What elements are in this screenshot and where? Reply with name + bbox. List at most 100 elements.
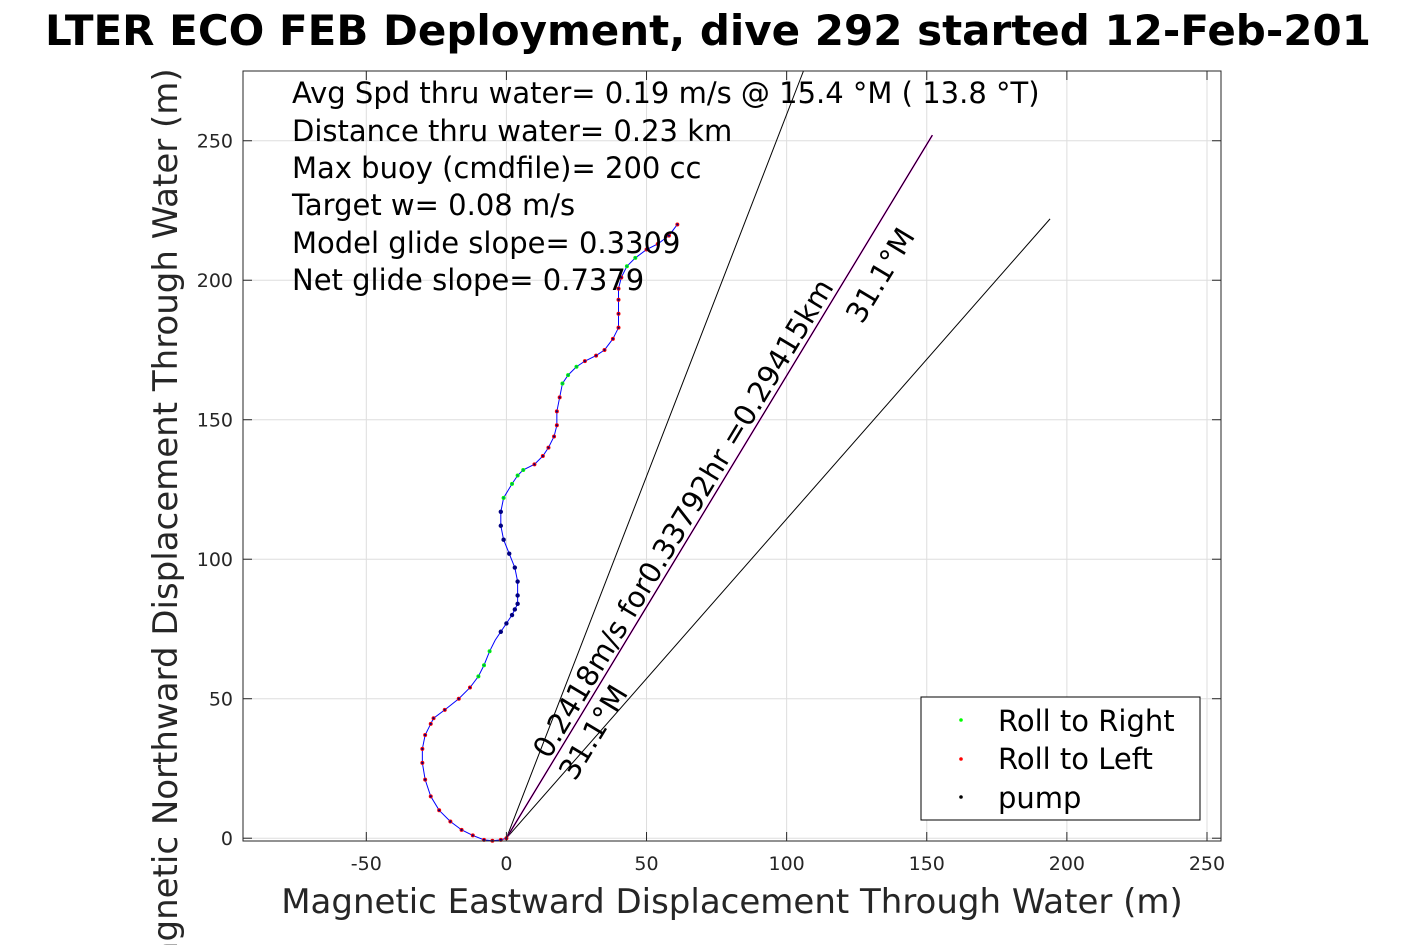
pump-marker xyxy=(516,474,519,477)
pump-marker xyxy=(460,828,463,831)
x-tick-label: -50 xyxy=(351,853,382,875)
pump-marker xyxy=(552,435,556,438)
pump-marker xyxy=(541,454,544,458)
pump-marker xyxy=(512,565,518,570)
legend-marker-pump xyxy=(959,795,963,799)
pump-marker xyxy=(424,733,427,737)
pump-marker xyxy=(667,234,671,237)
x-axis-label: Magnetic Eastward Displacement Through W… xyxy=(281,882,1183,922)
pump-marker xyxy=(558,396,561,399)
pump-marker xyxy=(511,482,514,485)
pump-marker xyxy=(620,276,623,279)
bound-line-lower xyxy=(506,218,1051,839)
pump-marker xyxy=(567,374,570,377)
pump-marker xyxy=(594,354,598,357)
pump-marker xyxy=(625,265,628,268)
legend-label-roll-left: Roll to Left xyxy=(998,742,1153,776)
x-tick-label: 200 xyxy=(1049,853,1085,875)
pump-marker xyxy=(501,537,506,542)
pump-marker xyxy=(617,298,620,301)
bound-line-upper xyxy=(505,70,804,839)
pump-marker xyxy=(645,248,648,251)
pump-marker xyxy=(656,242,659,246)
pump-marker xyxy=(488,650,491,653)
legend-label-roll-right: Roll to Right xyxy=(998,704,1175,738)
pump-marker xyxy=(547,446,550,449)
legend: Roll to Right Roll to Left pump xyxy=(920,696,1201,821)
legend-marker-roll-right xyxy=(959,718,963,722)
pump-marker xyxy=(482,664,485,667)
pump-marker xyxy=(424,778,427,781)
plot-frame xyxy=(242,70,1222,842)
pump-marker xyxy=(438,809,441,812)
y-tick-label: 50 xyxy=(209,689,233,711)
legend-box xyxy=(920,696,1201,821)
pump-marker xyxy=(515,601,520,607)
heading-label-high: 31.1°M xyxy=(839,222,922,329)
x-tick-label: 250 xyxy=(1189,853,1225,875)
y-tick-label: 0 xyxy=(221,828,233,850)
pump-marker xyxy=(515,579,520,584)
annotation-line: Model glide slope= 0.3309 xyxy=(292,226,680,260)
pump-marker xyxy=(449,820,452,823)
x-tick-label: 50 xyxy=(634,853,658,875)
pump-marker xyxy=(498,523,504,528)
x-tick-label: 150 xyxy=(909,853,945,875)
legend-marker-roll-left xyxy=(959,757,963,761)
y-tick-label: 250 xyxy=(197,131,233,153)
annotation-line: Target w= 0.08 m/s xyxy=(291,188,575,222)
reference-lines xyxy=(505,70,1051,839)
pump-marker xyxy=(429,722,432,725)
pump-marker xyxy=(509,612,515,618)
pump-marker xyxy=(617,287,620,290)
pump-marker xyxy=(561,382,564,385)
pump-marker xyxy=(507,551,512,556)
pump-marker xyxy=(583,360,586,363)
pump-marker xyxy=(477,675,480,678)
pump-marker xyxy=(499,838,502,841)
pump-marker xyxy=(512,607,518,612)
pump-marker xyxy=(429,795,432,798)
pump-marker xyxy=(522,468,525,471)
pump-marker xyxy=(515,593,520,598)
chart-title: LTER ECO FEB Deployment, dive 292 starte… xyxy=(45,6,1371,55)
annotation-line: Net glide slope= 0.7379 xyxy=(292,263,644,297)
pump-marker xyxy=(555,410,558,413)
annotation-block: Avg Spd thru water= 0.19 m/s @ 15.4 °M (… xyxy=(291,76,1040,297)
annotation-line: Distance thru water= 0.23 km xyxy=(292,114,732,148)
pump-marker xyxy=(676,223,679,226)
grid xyxy=(243,71,1221,841)
pump-marker xyxy=(498,509,504,514)
y-tick-label: 150 xyxy=(197,410,233,432)
pump-marker xyxy=(634,256,637,259)
pump-marker xyxy=(421,761,424,764)
pump-marker xyxy=(482,838,486,841)
x-tick-label: 0 xyxy=(500,853,512,875)
pump-marker xyxy=(555,424,558,427)
annotation-line: Max buoy (cmdfile)= 200 cc xyxy=(292,151,701,185)
pump-marker xyxy=(457,697,460,700)
pump-marker xyxy=(504,621,509,626)
pump-marker xyxy=(603,348,606,352)
pump-marker xyxy=(611,337,615,340)
annotation-line: Avg Spd thru water= 0.19 m/s @ 15.4 °M (… xyxy=(292,76,1040,110)
pump-marker xyxy=(575,365,578,368)
current-line xyxy=(505,134,933,839)
pump-marker xyxy=(421,747,424,751)
legend-label-pump: pump xyxy=(998,781,1081,815)
pump-marker xyxy=(471,834,474,837)
axis-ticks: -50 0 50 100 150 200 250 0 50 100 150 200 250 xyxy=(197,71,1225,875)
pump-marker xyxy=(432,717,435,720)
pump-marker xyxy=(617,326,620,329)
pump-marker xyxy=(468,686,472,689)
x-tick-label: 100 xyxy=(769,853,805,875)
y-axis-label: Magnetic Northward Displacement Through … xyxy=(146,68,186,945)
pump-marker xyxy=(502,496,505,499)
pump-marker xyxy=(443,708,446,711)
pump-marker xyxy=(533,463,536,466)
pump-marker xyxy=(498,629,504,634)
speed-label: 0.2418m/s for0.33792hr =0.29415km xyxy=(526,273,840,764)
y-tick-label: 100 xyxy=(197,549,233,571)
y-tick-label: 200 xyxy=(197,270,233,292)
